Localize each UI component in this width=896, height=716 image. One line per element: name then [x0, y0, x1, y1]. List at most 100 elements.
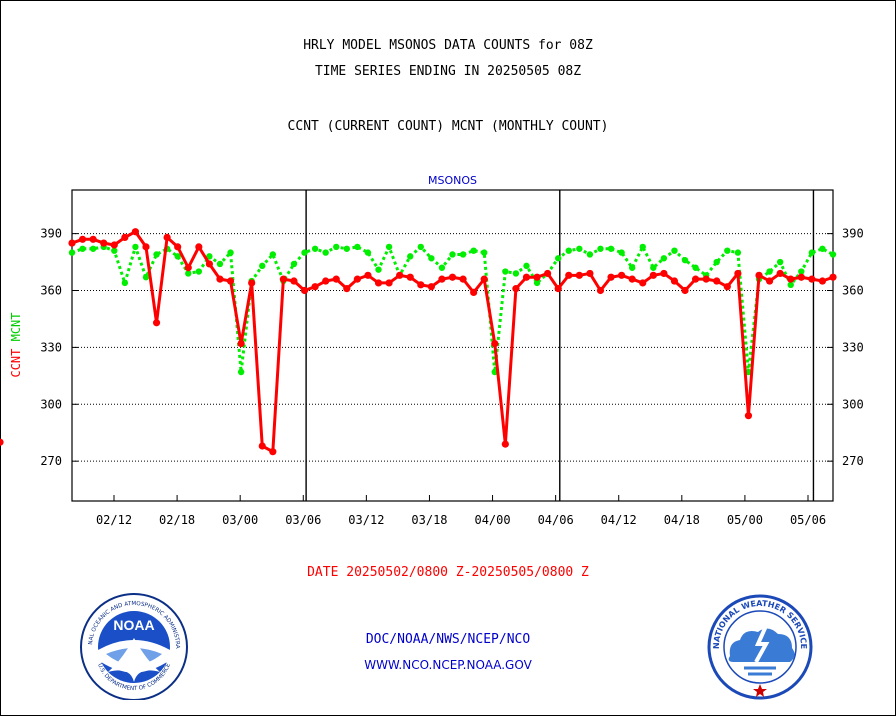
chart-legend-description: CCNT (CURRENT COUNT) MCNT (MONTHLY COUNT… [287, 119, 609, 134]
x-tick-label: 03/12 [348, 513, 384, 527]
data-point-mcnt [185, 270, 192, 277]
website-text: WWW.NCO.NCEP.NOAA.GOV [364, 658, 532, 672]
data-point-mcnt [660, 255, 668, 262]
data-point-ccnt [829, 273, 837, 281]
data-point-ccnt [470, 288, 478, 297]
data-point-ccnt [702, 275, 710, 283]
x-tick-label: 02/18 [159, 513, 195, 527]
data-point-mcnt [523, 262, 530, 270]
y-tick-label-left-390: 390 [40, 227, 62, 241]
data-point-ccnt [639, 279, 647, 287]
data-point-mcnt [533, 279, 541, 287]
y-tick-label-right-360: 360 [842, 284, 864, 298]
y-axis-label-group: CCNT MCNT [9, 312, 23, 377]
data-point-mcnt [808, 249, 816, 256]
data-point-ccnt [734, 269, 742, 278]
data-point-ccnt [142, 243, 150, 251]
data-point-ccnt [670, 277, 679, 285]
data-point-mcnt [829, 251, 837, 258]
data-point-mcnt [269, 251, 277, 258]
data-point-mcnt [79, 245, 86, 252]
data-point-ccnt [226, 277, 235, 285]
data-point-mcnt [385, 243, 393, 251]
data-point-ccnt [279, 275, 287, 283]
data-point-ccnt [78, 235, 87, 243]
data-point-mcnt [311, 245, 319, 252]
x-tick-label: 05/06 [790, 513, 826, 527]
data-point-mcnt [195, 268, 203, 275]
data-point-mcnt [554, 255, 562, 262]
data-point-ccnt [818, 277, 827, 285]
data-point-ccnt [723, 283, 731, 291]
data-point-mcnt [586, 251, 594, 258]
data-point-mcnt [713, 258, 720, 266]
data-point-mcnt [449, 251, 456, 258]
x-tick-label: 03/18 [411, 513, 447, 527]
data-point-mcnt [502, 268, 509, 275]
data-point-ccnt [417, 281, 425, 289]
data-point-ccnt [110, 241, 118, 249]
data-point-ccnt [544, 269, 552, 278]
ylabel-ccnt: CCNT [9, 349, 23, 378]
ylabel-space [9, 341, 23, 348]
data-point-ccnt [406, 273, 414, 281]
data-point-mcnt [89, 245, 97, 252]
data-point-ccnt [776, 269, 784, 278]
data-point-ccnt [533, 273, 541, 281]
data-point-ccnt [565, 271, 573, 279]
data-point-ccnt [237, 340, 245, 348]
x-tick-label: 03/00 [222, 513, 258, 527]
x-tick-label: 02/12 [96, 513, 132, 527]
data-point-ccnt [448, 273, 457, 281]
data-point-mcnt [132, 243, 139, 251]
y-tick-label-right-270: 270 [842, 454, 864, 468]
data-point-ccnt [618, 271, 626, 279]
data-point-ccnt [205, 260, 214, 268]
data-point-ccnt [480, 275, 488, 283]
y-tick-label-right-390: 390 [842, 227, 864, 241]
date-range-label: DATE 20250502/0800 Z-20250505/0800 Z [307, 565, 589, 580]
data-point-ccnt [491, 340, 499, 348]
plot-title: MSONOS [428, 174, 477, 187]
data-point-mcnt [607, 245, 615, 252]
data-point-mcnt [734, 249, 742, 256]
data-point-ccnt [596, 286, 605, 295]
x-tick-label: 04/06 [538, 513, 574, 527]
data-point-mcnt [597, 245, 604, 252]
data-point-mcnt [227, 249, 234, 256]
data-point-mcnt [407, 253, 414, 260]
x-tick-label: 04/12 [601, 513, 637, 527]
x-tick-label: 05/00 [727, 513, 763, 527]
data-point-ccnt [322, 277, 330, 285]
data-point-ccnt [575, 271, 583, 279]
data-point-ccnt [628, 275, 636, 283]
data-point-mcnt [628, 264, 636, 271]
data-point-mcnt [174, 253, 181, 260]
data-point-mcnt [111, 247, 118, 254]
data-point-ccnt [0, 438, 4, 446]
data-point-ccnt [374, 279, 383, 287]
x-tick-label: 03/06 [285, 513, 321, 527]
data-point-mcnt [766, 268, 773, 275]
data-point-mcnt [354, 243, 361, 251]
data-point-mcnt [428, 255, 435, 262]
data-point-ccnt [311, 283, 319, 291]
data-point-ccnt [121, 233, 129, 242]
data-point-ccnt [216, 275, 224, 283]
data-point-ccnt [343, 285, 351, 293]
data-point-ccnt [713, 277, 721, 285]
data-point-mcnt [481, 249, 488, 256]
data-point-ccnt [174, 243, 182, 251]
data-point-ccnt [152, 319, 161, 327]
data-point-mcnt [745, 368, 752, 376]
y-tick-label-left-270: 270 [40, 454, 62, 468]
data-point-ccnt [765, 277, 774, 285]
data-point-ccnt [797, 273, 805, 281]
data-point-ccnt [522, 273, 531, 281]
data-point-mcnt [438, 264, 446, 271]
data-point-ccnt [438, 275, 446, 283]
data-point-mcnt [153, 251, 160, 258]
data-point-ccnt [100, 239, 108, 247]
nws-logo: NATIONAL WEATHER SERVICE [707, 594, 813, 700]
plot-frame [71, 189, 834, 502]
